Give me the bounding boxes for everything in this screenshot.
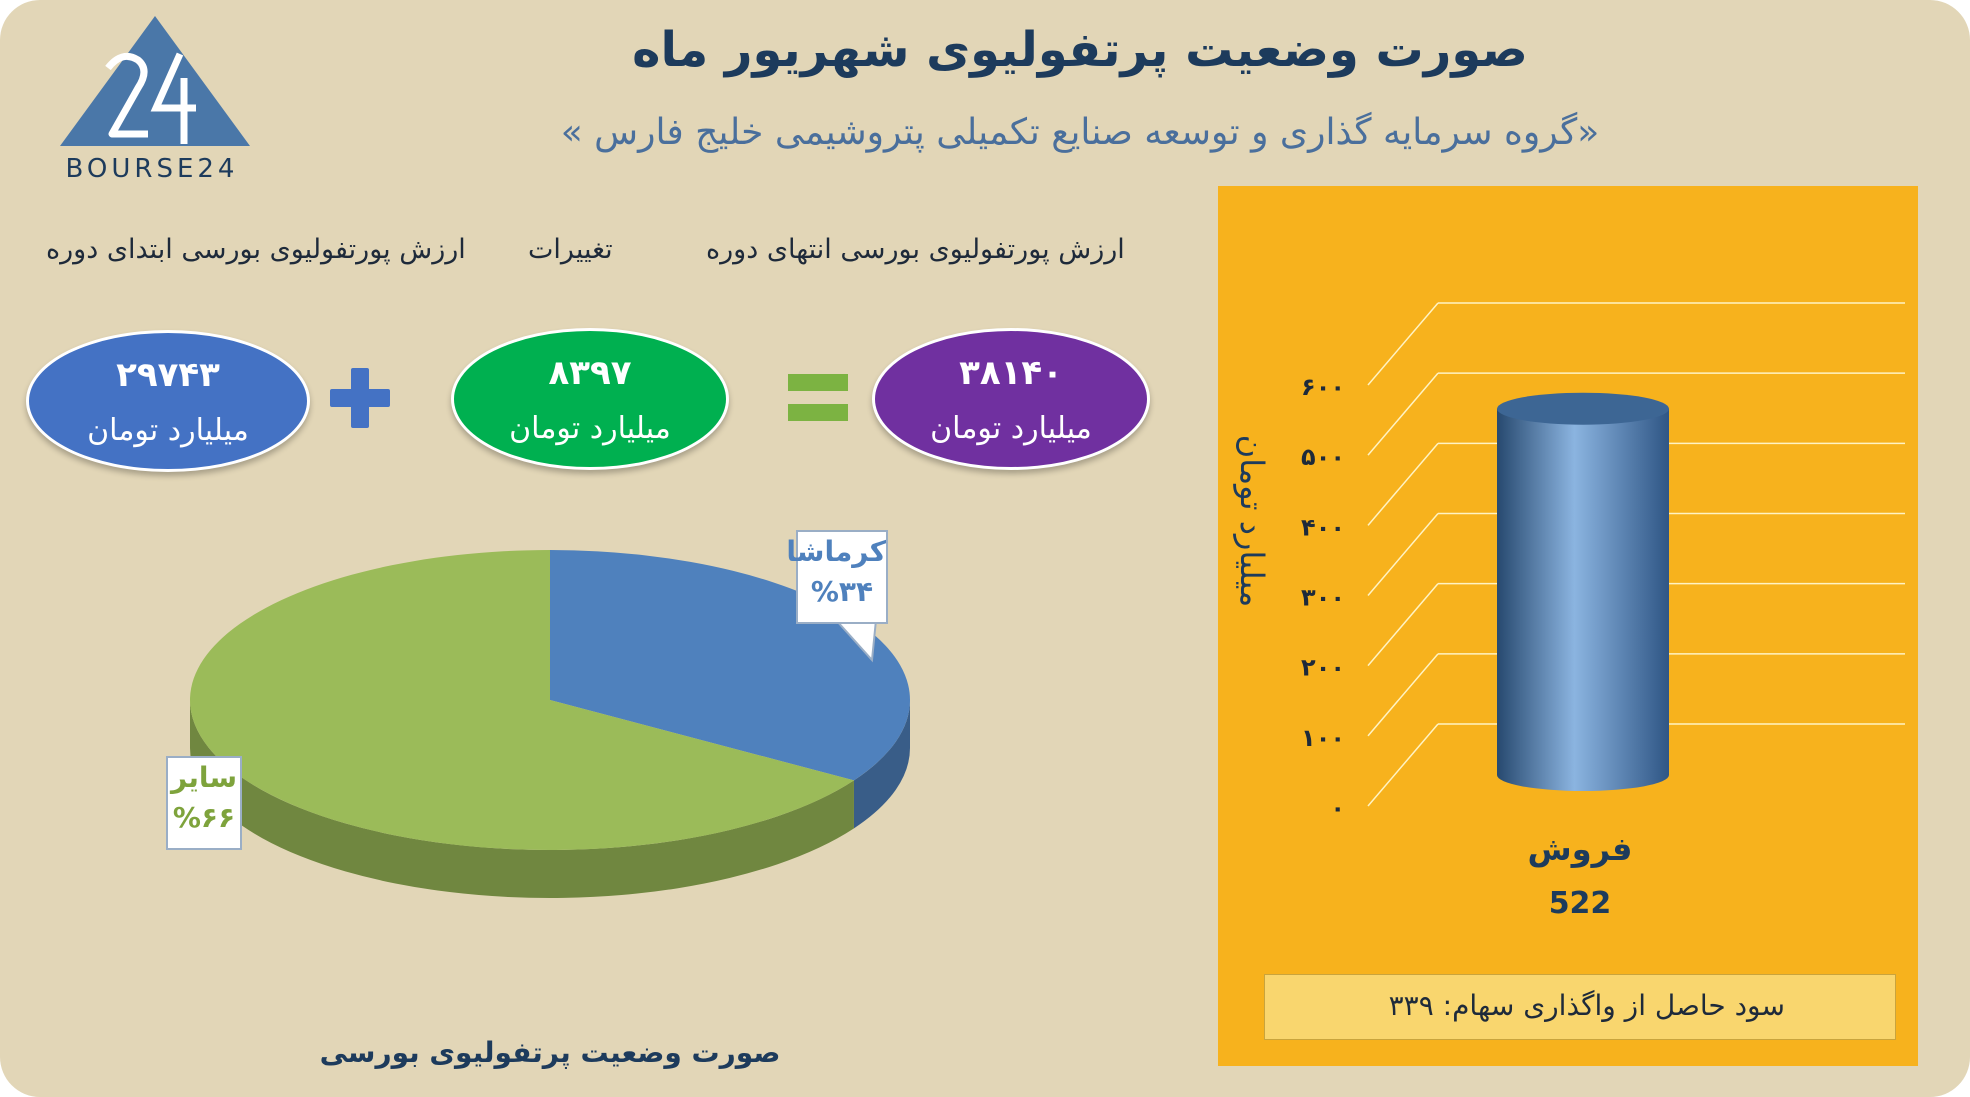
y-tick-label-6: ۶۰۰	[1301, 373, 1345, 401]
end-unit: میلیارد تومان	[930, 411, 1092, 446]
pie-label-kermasha: کرماشا %۳۴	[786, 530, 888, 624]
grid-diagonal-6	[1367, 302, 1439, 386]
pie-chart-title: صورت وضعیت پرتفولیوی بورسی	[319, 1036, 781, 1069]
summary-end-label: ارزش پورتفولیوی بورسی انتهای دوره	[706, 234, 1125, 265]
summary-start-label: ارزش پورتفولیوی بورسی ابتدای دوره	[46, 234, 466, 265]
start-value-ellipse: ۲۹۷۴۳ میلیارد تومان	[26, 330, 310, 472]
y-tick-label-5: ۵۰۰	[1301, 443, 1345, 471]
end-value: ۳۸۱۴۰	[959, 353, 1063, 393]
page-subtitle: «گروه سرمایه گذاری و توسعه صنایع تکمیلی …	[560, 112, 1600, 153]
bar-cylinder-top	[1497, 392, 1669, 425]
bar-category-label: فروش	[1527, 830, 1633, 868]
pie-label-other-value: %۶۶	[172, 801, 236, 834]
plus-sign-vertical	[351, 368, 369, 428]
equals-sign	[788, 374, 848, 391]
end-value-ellipse: ۳۸۱۴۰ میلیارد تومان	[872, 328, 1150, 470]
change-value-ellipse: ۸۳۹۷ میلیارد تومان	[451, 328, 729, 470]
pie-label-kermasha-value: %۳۴	[810, 575, 874, 608]
pie-side-0	[853, 700, 910, 829]
divestment-profit-box: سود حاصل از واگذاری سهام: ۳۳۹	[1264, 974, 1896, 1040]
start-value: ۲۹۷۴۳	[116, 355, 220, 395]
y-tick-label-3: ۳۰۰	[1301, 584, 1345, 612]
grid-diagonal-5	[1367, 372, 1439, 456]
grid-diagonal-2	[1367, 583, 1439, 667]
y-tick-label-0: ۰	[1330, 794, 1345, 822]
summary-change-label: تغییرات	[528, 234, 613, 265]
bar-cylinder-body	[1497, 408, 1669, 791]
y-tick-label-4: ۴۰۰	[1301, 513, 1345, 541]
change-value: ۸۳۹۷	[548, 353, 632, 393]
logo-text: BOURSE24	[65, 154, 239, 184]
pie-side-1	[190, 700, 854, 899]
pie-label-kermasha-name: کرماشا	[786, 535, 886, 568]
divestment-profit-label: سود حاصل از واگذاری سهام:	[1442, 989, 1785, 1022]
grid-diagonal-1	[1367, 653, 1439, 737]
start-unit: میلیارد تومان	[87, 413, 249, 448]
change-unit: میلیارد تومان	[509, 411, 671, 446]
bar-y-axis-title: میلیارد تومان	[1233, 434, 1271, 608]
pie-slice-1	[190, 550, 854, 851]
divestment-profit-value: ۳۳۹	[1388, 989, 1434, 1022]
bourse24-logo	[60, 16, 250, 146]
grid-diagonal-3	[1367, 513, 1439, 596]
y-tick-label-1: ۱۰۰	[1301, 724, 1345, 752]
grid-diagonal-0	[1367, 723, 1439, 807]
y-tick-label-2: ۲۰۰	[1301, 654, 1345, 682]
page-title: صورت وضعیت پرتفولیوی شهریور ماه	[632, 22, 1528, 78]
pie-label-other-name: سایر	[171, 761, 237, 794]
grid-diagonal-4	[1367, 442, 1439, 526]
equals-sign-lower	[788, 404, 848, 421]
bar-value-label: 522	[1548, 886, 1612, 921]
pie-label-other: سایر %۶۶	[166, 756, 242, 850]
